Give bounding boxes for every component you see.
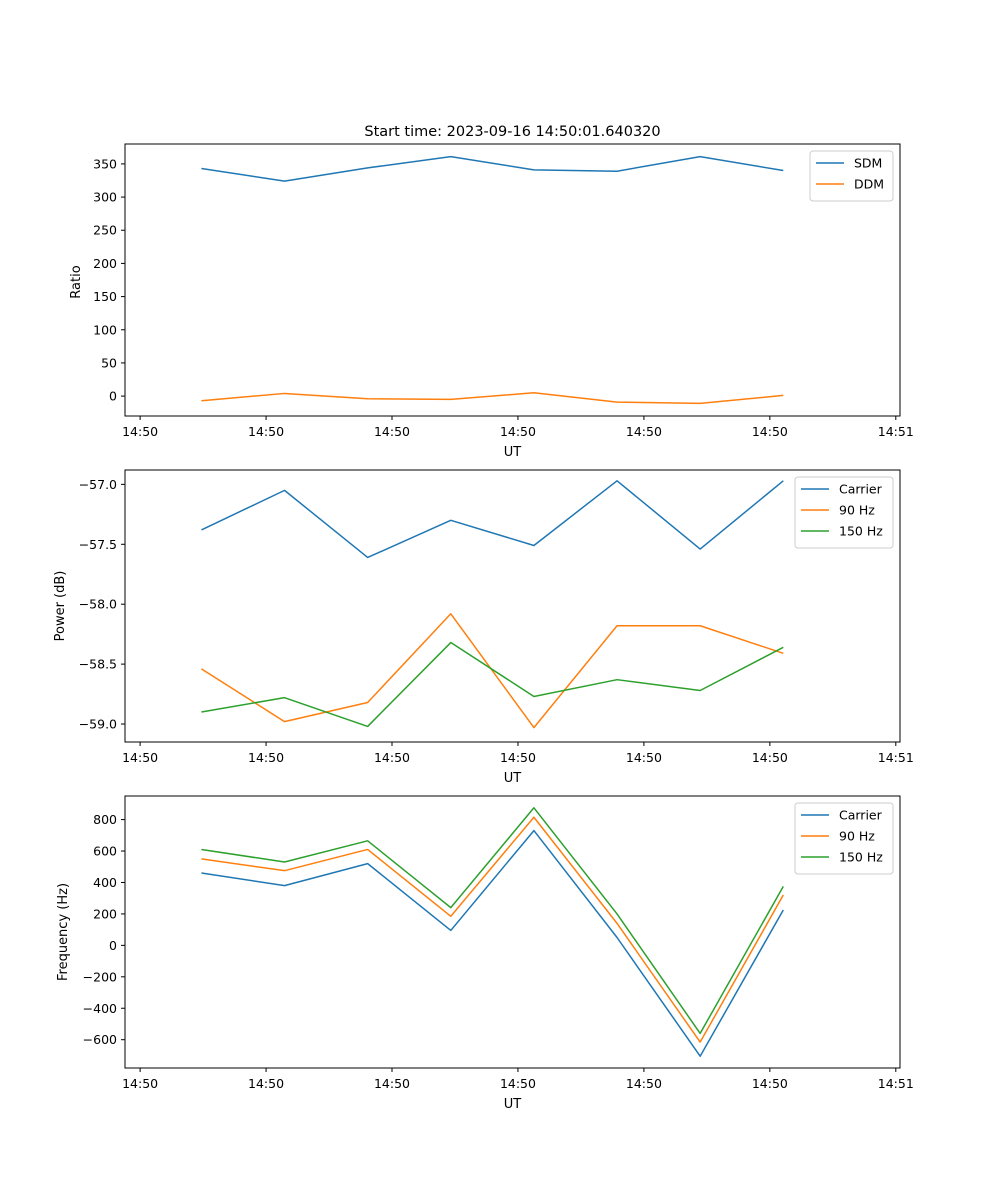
legend-label: Carrier: [839, 808, 883, 823]
series-line-90-hz: [201, 613, 784, 729]
y-tick-label: 100: [93, 322, 117, 337]
plot-frame: [124, 469, 901, 743]
y-tick-label: 0: [109, 389, 117, 404]
frequency-chart: UT Frequency (Hz) 14:50 14:50 14:50 14:50 14…: [56, 795, 914, 1112]
legend: Carrier 90 Hz 150 Hz: [794, 802, 894, 875]
y-tick-label: 600: [93, 844, 117, 859]
y-tick-label: 200: [93, 906, 117, 921]
y-tick-label: 150: [93, 289, 117, 304]
y-tick-label: −59.0: [79, 717, 117, 732]
legend-label: 90 Hz: [839, 829, 875, 844]
x-tick-label: 14:50: [626, 424, 662, 439]
x-tick-label: 14:51: [878, 750, 914, 765]
legend: Carrier 90 Hz 150 Hz: [794, 476, 894, 549]
x-tick-label: 14:50: [248, 750, 284, 765]
legend: SDM DDM: [809, 150, 894, 202]
x-tick-label: 14:51: [878, 424, 914, 439]
series-line-90-hz: [201, 816, 784, 1043]
x-tick-label: 14:50: [626, 750, 662, 765]
series-line-carrier: [201, 480, 784, 559]
y-tick-label: 300: [93, 190, 117, 205]
legend-label: DDM: [854, 177, 884, 192]
y-tick-label: −600: [83, 1032, 117, 1047]
x-tick-label: 14:50: [752, 424, 788, 439]
x-tick-label: 14:50: [374, 424, 410, 439]
x-tick-label: 14:51: [878, 1076, 914, 1091]
y-tick-label: −200: [83, 969, 117, 984]
legend-label: SDM: [854, 156, 882, 171]
plot-frame: [124, 795, 901, 1069]
x-tick-label: 14:50: [374, 1076, 410, 1091]
y-tick-label: −58.0: [79, 597, 117, 612]
power-chart: UT Power (dB) 14:50 14:50 14:50 14:50 14:50 1…: [53, 469, 914, 786]
chart-title: Start time: 2023-09-16 14:50:01.640320: [364, 124, 660, 140]
series-line-ddm: [201, 392, 784, 405]
ratio-chart: Start time: 2023-09-16 14:50:01.640320 U…: [69, 124, 914, 460]
series-line-150-hz: [201, 807, 784, 1035]
series-line-carrier: [201, 829, 784, 1057]
y-tick-label: 350: [93, 156, 117, 171]
plot-frame: [124, 143, 901, 417]
legend-label: 150 Hz: [839, 850, 883, 865]
y-tick-label: −57.0: [79, 477, 117, 492]
legend-label: Carrier: [839, 482, 883, 497]
y-tick-label: 50: [101, 355, 117, 370]
y-tick-label: 400: [93, 875, 117, 890]
x-tick-label: 14:50: [752, 750, 788, 765]
x-tick-label: 14:50: [752, 1076, 788, 1091]
legend-label: 90 Hz: [839, 503, 875, 518]
x-tick-label: 14:50: [626, 1076, 662, 1091]
y-axis-label: Frequency (Hz): [56, 883, 71, 981]
y-axis-label: Power (dB): [53, 571, 68, 642]
y-tick-label: 200: [93, 256, 117, 271]
x-tick-label: 14:50: [500, 750, 536, 765]
x-tick-label: 14:50: [248, 1076, 284, 1091]
x-tick-label: 14:50: [122, 1076, 158, 1091]
x-tick-label: 14:50: [122, 750, 158, 765]
x-tick-label: 14:50: [374, 750, 410, 765]
y-tick-label: 800: [93, 812, 117, 827]
x-tick-label: 14:50: [500, 424, 536, 439]
y-tick-label: −57.5: [79, 537, 117, 552]
y-tick-label: 0: [109, 938, 117, 953]
x-axis-label: UT: [504, 445, 522, 460]
series-line-sdm: [201, 155, 784, 182]
x-tick-label: 14:50: [122, 424, 158, 439]
x-tick-label: 14:50: [248, 424, 284, 439]
x-axis-label: UT: [504, 1097, 522, 1112]
y-tick-label: −58.5: [79, 657, 117, 672]
series-line-150-hz: [201, 641, 784, 728]
y-tick-label: 250: [93, 223, 117, 238]
y-axis-label: Ratio: [69, 265, 84, 298]
x-tick-label: 14:50: [500, 1076, 536, 1091]
x-axis-label: UT: [504, 771, 522, 786]
legend-label: 150 Hz: [839, 524, 883, 539]
y-tick-label: −400: [83, 1001, 117, 1016]
